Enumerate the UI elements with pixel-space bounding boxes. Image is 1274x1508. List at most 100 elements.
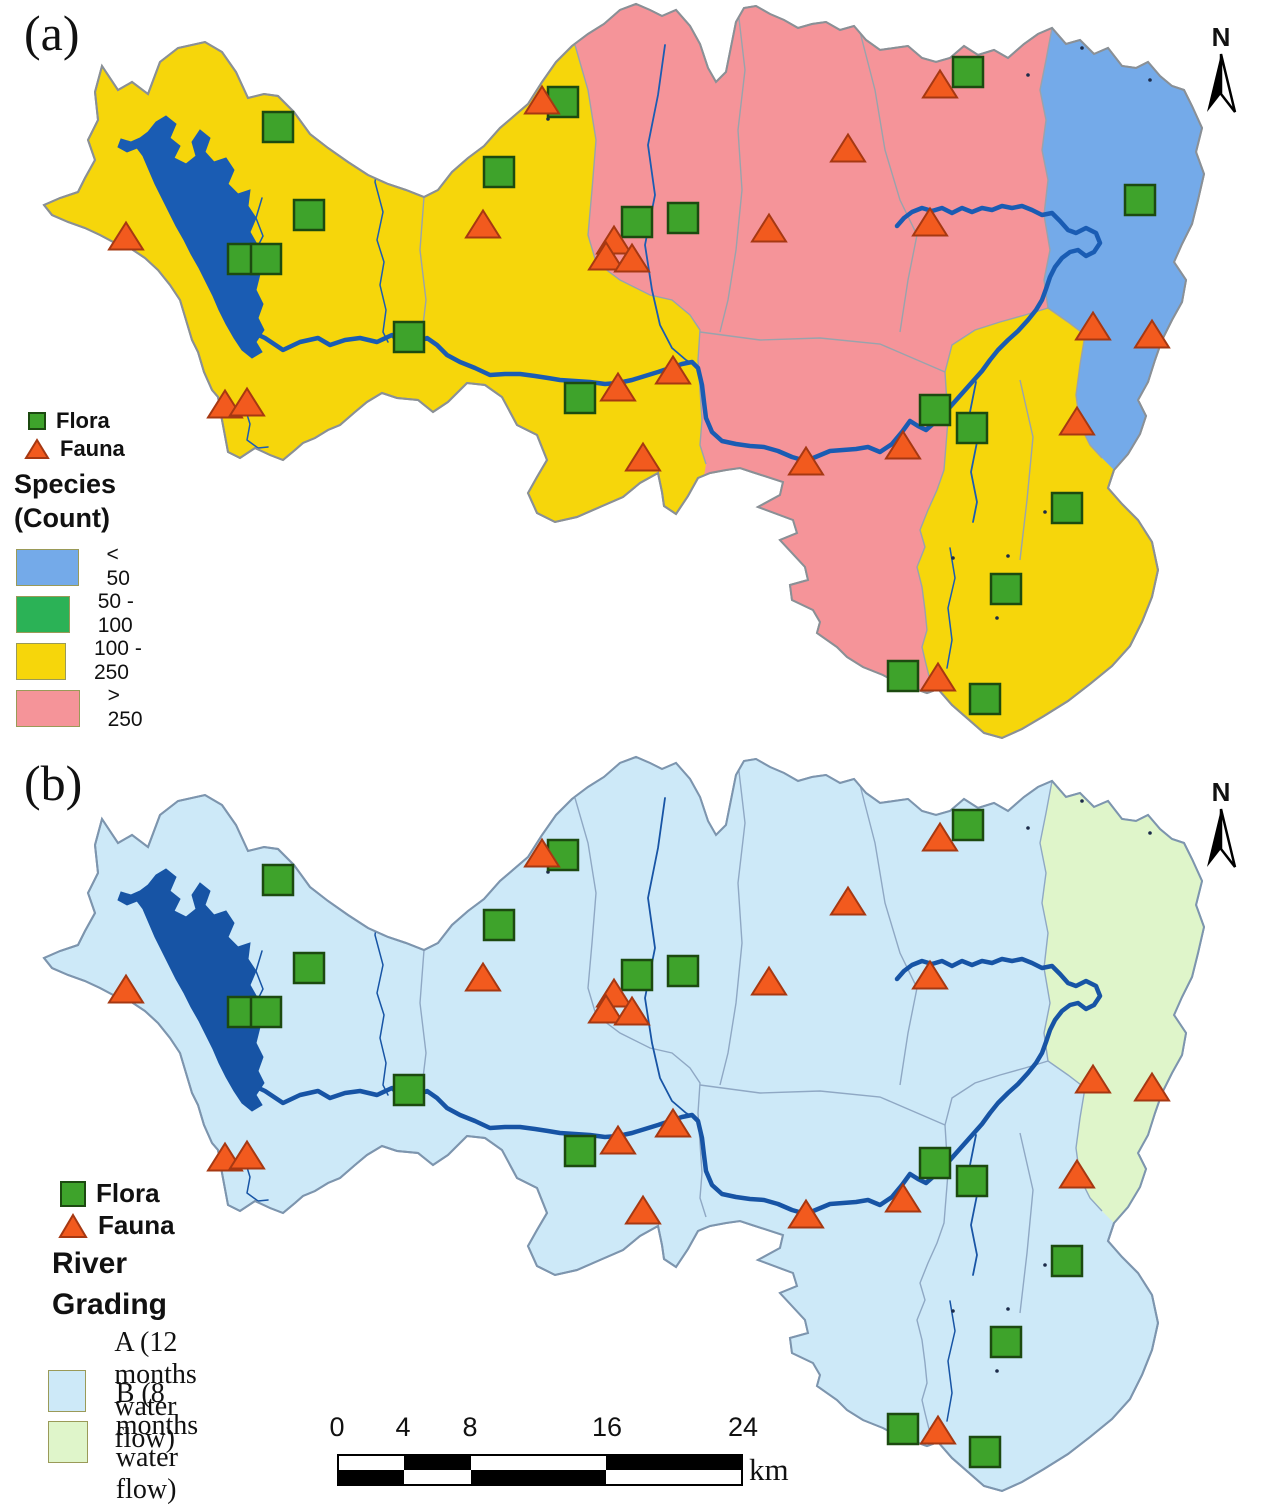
flora-marker <box>392 320 426 354</box>
river <box>374 151 389 343</box>
fauna-marker <box>750 212 788 243</box>
legend-title-river-grading: River Grading <box>52 1247 168 1321</box>
flora-marker <box>918 393 952 427</box>
subbasin-boundary <box>859 784 918 1086</box>
flora-marker <box>563 381 597 415</box>
fauna-marker <box>787 1198 825 1229</box>
scale-bar-segment <box>606 1456 741 1470</box>
subbasin-boundary <box>1039 27 1053 309</box>
map-layers <box>117 757 1204 1491</box>
flora-marker <box>482 155 516 189</box>
fauna-marker <box>787 445 825 476</box>
scale-bar-segment <box>606 1470 741 1484</box>
map-dot <box>995 1369 999 1373</box>
map-dot <box>995 616 999 620</box>
flora-marker <box>666 954 700 988</box>
fauna-marker <box>1074 1063 1112 1094</box>
legend-class-row: A (12 months water flow) <box>48 1327 242 1455</box>
region-east <box>1040 4 1204 470</box>
map-dot <box>951 1309 955 1313</box>
subbasin-boundary <box>1019 1132 1034 1314</box>
fauna-marker <box>654 1107 692 1138</box>
river <box>644 797 698 1120</box>
map-dot <box>1148 78 1152 82</box>
subbasin-boundary <box>1039 780 1053 1062</box>
flora-marker <box>392 1073 426 1107</box>
fauna-marker <box>919 661 957 692</box>
map-dot <box>951 556 955 560</box>
subbasin-boundary <box>1047 307 1103 459</box>
flora-marker <box>1050 1244 1084 1278</box>
scale-bar-segment <box>339 1470 405 1484</box>
fauna-marker <box>829 885 867 916</box>
river <box>969 1134 978 1276</box>
map-dot <box>1188 313 1192 317</box>
fauna-legend-icon <box>58 1212 88 1238</box>
river <box>946 547 956 669</box>
flora-marker <box>261 110 295 144</box>
scale-bar-body <box>337 1454 743 1486</box>
north-arrow-left <box>1207 809 1221 867</box>
legend-class-row: > 250 <box>16 684 153 732</box>
fauna-marker <box>107 220 145 251</box>
fauna-marker <box>921 821 959 852</box>
flora-marker <box>1050 491 1084 525</box>
fauna-marker <box>613 242 651 273</box>
legend-class-label: A (12 months water flow) <box>114 1327 197 1454</box>
river <box>969 381 978 523</box>
river <box>644 44 698 367</box>
flora-marker <box>886 1412 920 1446</box>
map-panel-a <box>42 2 1206 740</box>
map-dot <box>1026 826 1030 830</box>
fauna-legend-label: Fauna <box>98 1210 175 1240</box>
subbasin-boundary <box>1019 379 1034 561</box>
river <box>374 904 389 1096</box>
fauna-marker <box>1058 405 1096 436</box>
watershed-outline-stroke <box>42 755 1206 1493</box>
flora-marker <box>955 1164 989 1198</box>
scale-bar-row <box>339 1470 741 1484</box>
flora-marker <box>955 411 989 445</box>
north-letter: N <box>1212 24 1231 52</box>
flora-marker <box>292 951 326 985</box>
fauna-marker <box>829 132 867 163</box>
map-layers <box>117 4 1204 738</box>
flora-marker <box>918 1146 952 1180</box>
fauna-legend-label: Fauna <box>60 436 125 461</box>
flora-marker <box>951 808 985 842</box>
scale-bar-row <box>339 1456 741 1470</box>
watershed-outline-stroke <box>42 2 1206 740</box>
map-dot <box>1043 510 1047 514</box>
scale-bar-unit: km <box>749 1452 789 1487</box>
fauna-marker <box>911 959 949 990</box>
fauna-marker <box>1058 1158 1096 1189</box>
legend-class-row: B (8 months water flow) <box>48 1378 242 1506</box>
north-arrow-a: N <box>1207 24 1237 113</box>
scale-tick-label: 16 <box>591 1412 623 1442</box>
fauna-marker <box>911 206 949 237</box>
fauna-marker <box>884 429 922 460</box>
flora-legend-label: Flora <box>96 1178 160 1208</box>
flora-marker <box>249 995 283 1029</box>
subbasin-boundary <box>916 371 949 690</box>
panel-a-label: (a) <box>24 5 80 61</box>
subbasin-boundary <box>719 9 746 333</box>
scale-bar: 0 4 8 16 24 km <box>329 1412 807 1492</box>
reservoir-lake <box>117 868 265 1112</box>
flora-marker <box>482 908 516 942</box>
scale-bar-segment <box>339 1456 405 1470</box>
flora-marker <box>968 1435 1002 1469</box>
fauna-marker <box>921 68 959 99</box>
fauna-marker <box>523 84 561 115</box>
river <box>215 203 1103 464</box>
river <box>946 1300 956 1422</box>
region-east <box>1040 757 1204 1223</box>
fauna-marker <box>624 441 662 472</box>
flora-marker <box>563 1134 597 1168</box>
legend-class-swatch <box>48 1421 88 1463</box>
river <box>244 1160 269 1202</box>
flora-legend-icon <box>60 1180 86 1207</box>
map-panel-b <box>42 755 1206 1493</box>
legend-class-label: 50 - 100 <box>97 590 134 637</box>
